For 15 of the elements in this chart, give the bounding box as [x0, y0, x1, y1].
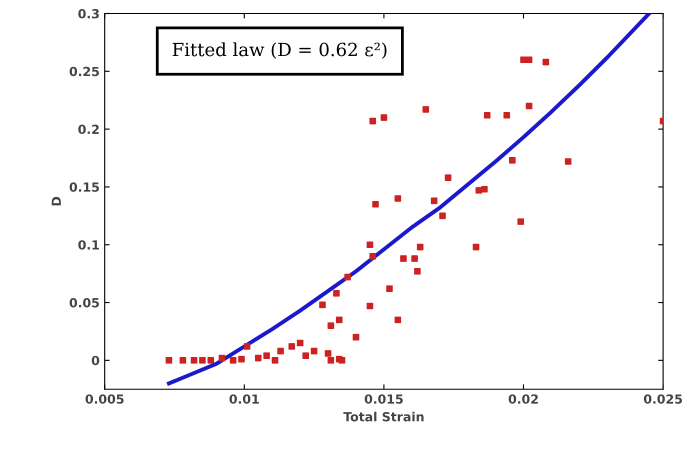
x-tick-label: 0.01 [229, 394, 259, 404]
y-tick-label: 0.05 [70, 298, 99, 308]
x-tick-label: 0.025 [644, 394, 682, 404]
x-tick-label: 0.02 [508, 394, 538, 404]
y-tick-label: 0.3 [78, 8, 99, 18]
x-axis-title: Total Strain [343, 412, 424, 422]
x-tick-label: 0.015 [364, 394, 403, 404]
annotation: Fitted law (D = 0.62 ε²) [172, 42, 387, 59]
y-tick-label: 0.25 [70, 66, 99, 76]
y-tick-label: 0.15 [70, 182, 99, 192]
x-tick-label: 0.005 [86, 394, 124, 404]
y-tick-label: 0.2 [78, 124, 99, 134]
y-tick-label: 0.1 [78, 240, 99, 250]
y-axis-title: D [52, 196, 61, 206]
y-tick-label: 0 [92, 356, 100, 366]
